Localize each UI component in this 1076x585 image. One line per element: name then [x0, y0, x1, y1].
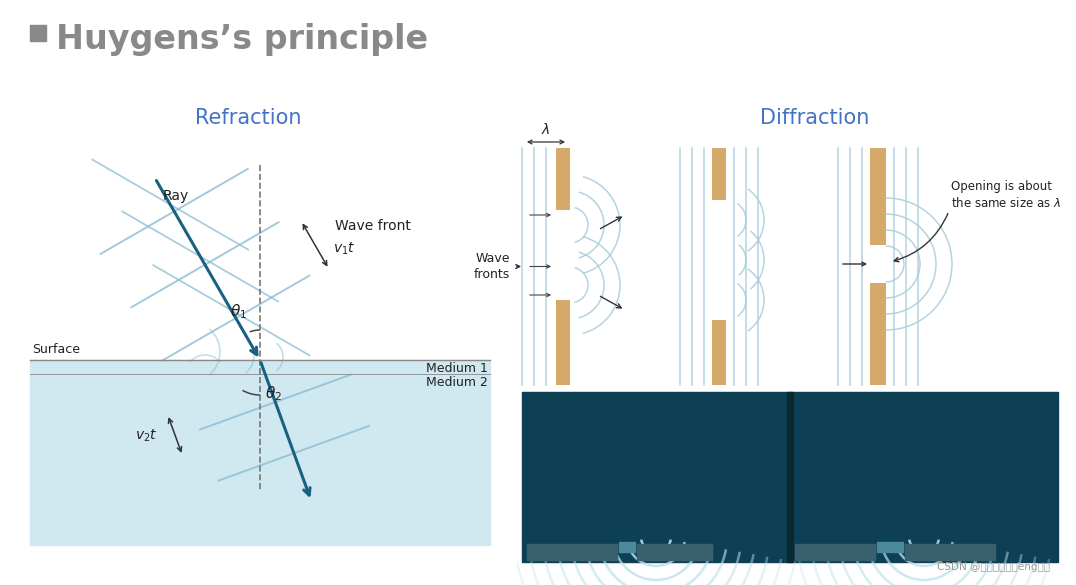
Bar [870, 148, 886, 245]
Bar [712, 320, 726, 385]
Bar [556, 300, 570, 385]
Bar [795, 544, 875, 560]
Text: $\theta_2$: $\theta_2$ [265, 384, 282, 402]
Bar [905, 544, 995, 560]
Bar [30, 360, 490, 545]
Bar [522, 392, 1058, 562]
Bar [556, 148, 570, 210]
Bar [30, 25, 46, 41]
Text: Surface: Surface [32, 343, 80, 356]
Text: Diffraction: Diffraction [760, 108, 869, 128]
Text: Wave front: Wave front [335, 219, 411, 233]
Text: Wave
fronts: Wave fronts [473, 253, 510, 280]
Text: Huygens’s principle: Huygens’s principle [56, 23, 428, 57]
Text: Ray: Ray [162, 189, 189, 203]
Bar [870, 283, 886, 385]
Text: $v_1t$: $v_1t$ [332, 241, 356, 257]
Bar [527, 544, 617, 560]
Text: Medium 2: Medium 2 [426, 376, 489, 389]
Text: CSDN @致亲爱的开心eng小电: CSDN @致亲爱的开心eng小电 [937, 562, 1050, 572]
Text: $\theta_1$: $\theta_1$ [230, 302, 247, 321]
Text: Medium 1: Medium 1 [426, 362, 489, 375]
Text: Refraction: Refraction [195, 108, 301, 128]
Bar [787, 392, 793, 562]
Text: $v_2t$: $v_2t$ [134, 428, 158, 445]
Text: Opening is about
the same size as $\lambda$: Opening is about the same size as $\lamb… [951, 180, 1061, 209]
Bar [877, 542, 903, 552]
Bar [637, 544, 712, 560]
Text: $\lambda$: $\lambda$ [541, 122, 551, 137]
Bar [619, 542, 635, 552]
Bar [712, 148, 726, 200]
